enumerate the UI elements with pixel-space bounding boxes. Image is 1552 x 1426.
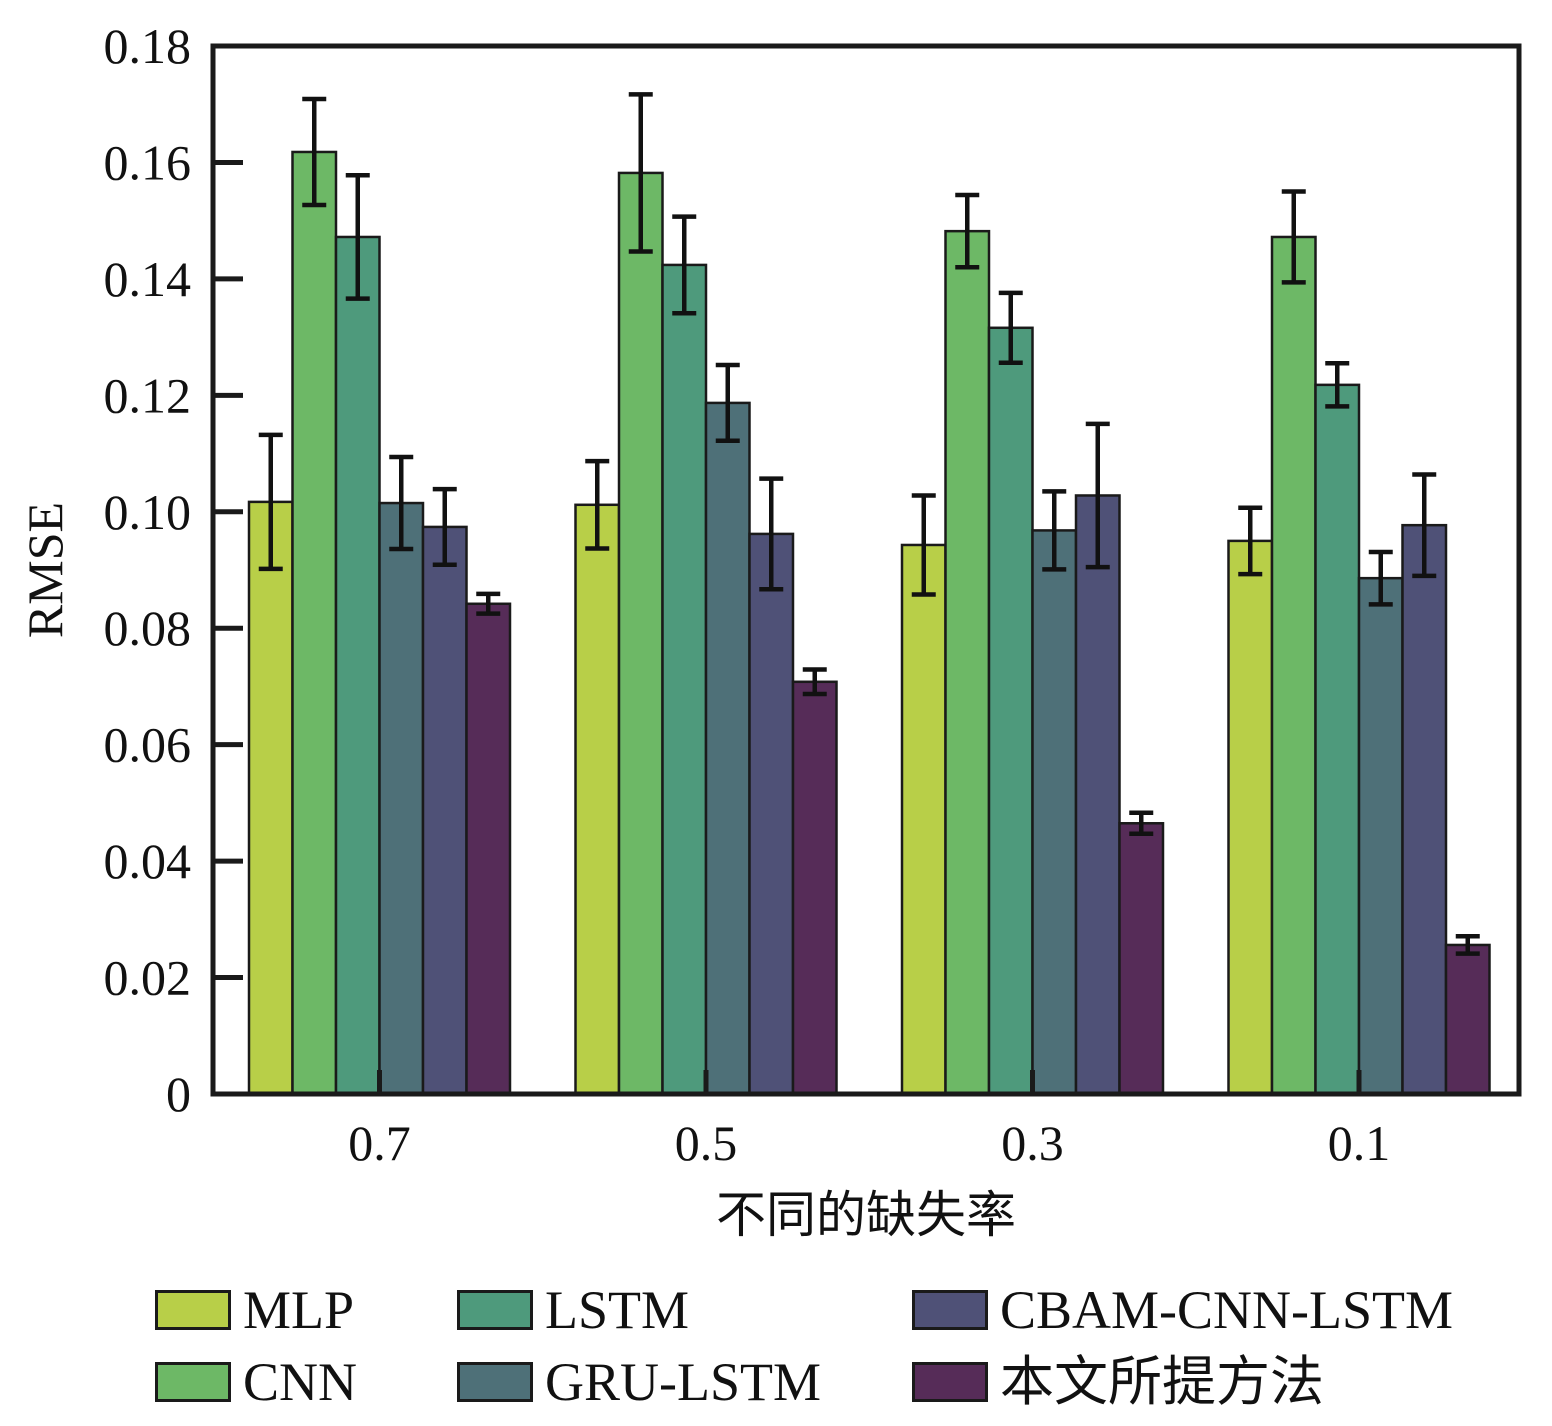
- legend-item: CBAM-CNN-LSTM: [912, 1278, 1453, 1342]
- y-tick-label: 0.18: [104, 18, 192, 74]
- x-tick-label: 0.5: [675, 1115, 738, 1171]
- legend-label: LSTM: [545, 1280, 690, 1340]
- error-bar: [911, 493, 936, 597]
- bar-CBAM-CNN-LSTM-0.7: [421, 525, 468, 1096]
- bar-MLP-0.1: [1227, 539, 1274, 1096]
- error-bar: [1281, 189, 1306, 285]
- bar-LSTM-0.7: [334, 235, 381, 1096]
- bar-CBAM-CNN-LSTM-0.5: [748, 532, 795, 1096]
- bar-CNN-0.1: [1270, 235, 1317, 1096]
- legend-label: CNN: [243, 1352, 358, 1412]
- legend-label: 本文所提方法: [1000, 1352, 1324, 1412]
- y-axis-title: RMSE: [17, 502, 73, 638]
- y-tick-label: 0: [166, 1066, 191, 1122]
- x-tick-label: 0.3: [1001, 1115, 1064, 1171]
- legend-swatch: [457, 1362, 533, 1402]
- error-bar: [302, 96, 327, 208]
- error-bar: [1238, 505, 1263, 577]
- bar-本文所提方法-0.5: [791, 680, 838, 1096]
- error-bar: [258, 432, 283, 572]
- bar-LSTM-0.3: [987, 326, 1034, 1096]
- error-bar: [1129, 810, 1154, 836]
- legend-item: LSTM: [457, 1278, 689, 1342]
- error-bar: [759, 476, 784, 592]
- error-bar: [672, 214, 697, 316]
- y-tick-label: 0.08: [104, 600, 192, 656]
- legend-swatch: [912, 1362, 988, 1402]
- error-bar: [1455, 933, 1480, 956]
- y-tick-label: 0.14: [104, 251, 192, 307]
- error-bar: [1085, 421, 1110, 570]
- error-bar: [1368, 549, 1393, 607]
- bar-CNN-0.3: [944, 229, 991, 1096]
- bar-MLP-0.7: [247, 500, 294, 1096]
- y-tick-label: 0.10: [104, 484, 192, 540]
- rmse-bar-chart: 0 0.02 0.04 0.06 0.08 0.10 0.12 0.14 0.16 0.18 0.…: [17, 18, 1522, 1243]
- legend-label: GRU-LSTM: [545, 1352, 822, 1412]
- y-tick-label: 0.16: [104, 134, 192, 190]
- error-bar: [476, 591, 501, 616]
- error-bar: [345, 173, 370, 301]
- legend-item: MLP: [155, 1278, 354, 1342]
- error-bar: [585, 458, 610, 551]
- bar-LSTM-0.5: [661, 263, 708, 1096]
- error-bar: [715, 362, 740, 443]
- bar-CNN-0.7: [291, 150, 338, 1096]
- y-axis: 0 0.02 0.04 0.06 0.08 0.10 0.12 0.14 0.16 0.18: [104, 18, 243, 1122]
- error-bar: [802, 667, 827, 697]
- bar-GRU-LSTM-0.1: [1357, 576, 1404, 1096]
- plot-frame: [210, 43, 1522, 1097]
- bar-本文所提方法-0.3: [1118, 822, 1165, 1096]
- legend: MLP CNN LSTM GRU-LSTM CBAM-CNN-LSTM 本文所提方法: [155, 1278, 1545, 1418]
- x-tick-label: 0.1: [1328, 1115, 1391, 1171]
- legend-label: MLP: [243, 1280, 355, 1340]
- error-bar: [1042, 489, 1067, 572]
- x-tick-label: 0.7: [348, 1115, 411, 1171]
- x-axis: 0.7 0.5 0.3 0.1: [348, 1070, 1390, 1171]
- x-axis-title: 不同的缺失率: [716, 1187, 1016, 1243]
- bar-CBAM-CNN-LSTM-0.1: [1401, 523, 1448, 1096]
- legend-item: GRU-LSTM: [457, 1350, 821, 1414]
- legend-label: CBAM-CNN-LSTM: [1000, 1280, 1454, 1340]
- error-bar: [389, 454, 414, 552]
- error-bar: [432, 486, 457, 568]
- legend-swatch: [457, 1290, 533, 1330]
- legend-item: 本文所提方法: [912, 1350, 1324, 1414]
- bar-GRU-LSTM-0.7: [378, 501, 425, 1096]
- legend-swatch: [155, 1362, 231, 1402]
- bar-MLP-0.3: [900, 543, 947, 1096]
- error-bar: [998, 290, 1023, 365]
- y-tick-label: 0.02: [104, 950, 192, 1006]
- error-bar: [955, 192, 980, 270]
- error-bars-layer: [258, 92, 1480, 956]
- bar-GRU-LSTM-0.5: [704, 401, 751, 1096]
- y-tick-label: 0.12: [104, 367, 192, 423]
- error-bar: [1412, 472, 1437, 579]
- bars-layer: [247, 150, 1491, 1096]
- bar-本文所提方法-0.7: [465, 602, 512, 1096]
- y-tick-label: 0.06: [104, 717, 192, 773]
- bar-CNN-0.5: [617, 171, 664, 1096]
- bar-MLP-0.5: [574, 503, 621, 1096]
- bar-CBAM-CNN-LSTM-0.3: [1074, 494, 1121, 1096]
- bar-GRU-LSTM-0.3: [1031, 529, 1078, 1096]
- legend-item: CNN: [155, 1350, 357, 1414]
- legend-swatch: [912, 1290, 988, 1330]
- y-tick-label: 0.04: [104, 833, 192, 889]
- legend-swatch: [155, 1290, 231, 1330]
- bar-本文所提方法-0.1: [1444, 943, 1491, 1096]
- bar-LSTM-0.1: [1314, 383, 1361, 1096]
- error-bar: [1325, 361, 1350, 409]
- error-bar: [628, 92, 653, 254]
